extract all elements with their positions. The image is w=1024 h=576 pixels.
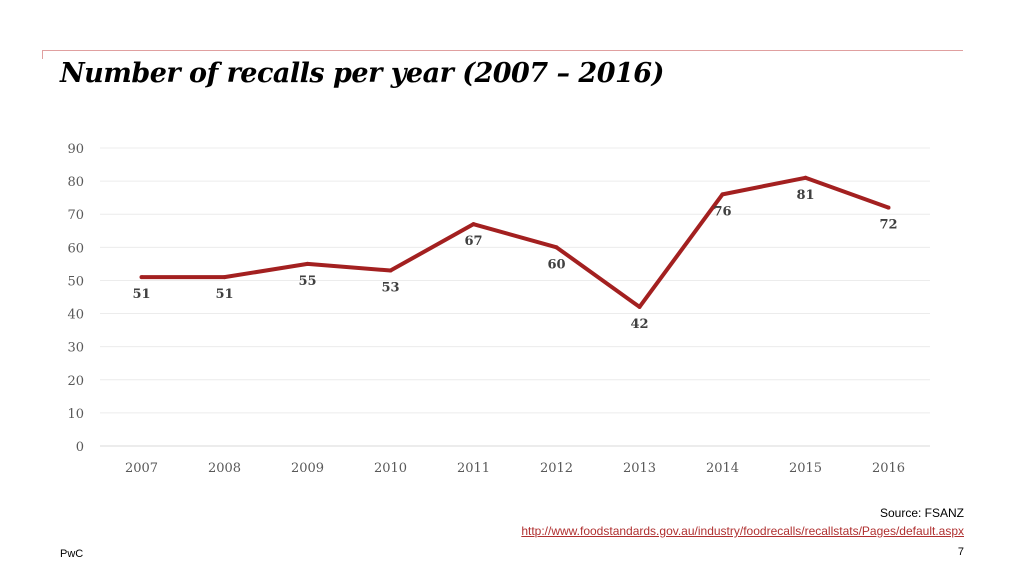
slide-title: Number of recalls per year (2007 – 2016) <box>60 58 664 89</box>
source-link[interactable]: http://www.foodstandards.gov.au/industry… <box>521 524 964 538</box>
x-tick-label: 2008 <box>208 461 241 476</box>
x-tick-label: 2016 <box>872 461 905 476</box>
data-point <box>388 268 393 273</box>
data-point <box>222 275 227 280</box>
data-label: 51 <box>132 287 150 302</box>
data-label: 51 <box>215 287 233 302</box>
data-point <box>471 222 476 227</box>
data-point <box>139 275 144 280</box>
data-label: 55 <box>298 274 316 289</box>
data-label: 53 <box>381 281 399 296</box>
data-point <box>886 205 891 210</box>
data-point <box>720 192 725 197</box>
y-tick-label: 80 <box>67 175 84 190</box>
x-tick-label: 2011 <box>457 461 490 476</box>
x-tick-label: 2012 <box>540 461 573 476</box>
y-tick-label: 30 <box>67 341 84 356</box>
data-label: 76 <box>713 204 731 219</box>
x-tick-label: 2015 <box>789 461 822 476</box>
series-line <box>141 175 890 309</box>
data-label: 60 <box>547 257 565 272</box>
data-point <box>637 304 642 309</box>
brand-label: PwC <box>60 548 84 560</box>
x-tick-label: 2013 <box>623 461 656 476</box>
y-tick-label: 0 <box>76 440 84 455</box>
y-tick-label: 10 <box>67 407 84 422</box>
header-rule-tick <box>42 50 43 59</box>
y-tick-label: 40 <box>67 308 84 323</box>
y-tick-label: 90 <box>67 142 84 157</box>
x-tick-label: 2007 <box>125 461 158 476</box>
data-label: 67 <box>464 234 482 249</box>
x-tick-label: 2014 <box>706 461 739 476</box>
y-tick-label: 50 <box>67 274 84 289</box>
y-tick-label: 60 <box>67 241 84 256</box>
y-tick-label: 20 <box>67 374 84 389</box>
x-tick-label: 2010 <box>374 461 407 476</box>
page-number: 7 <box>957 546 964 558</box>
header-rule <box>42 50 963 51</box>
data-point <box>803 175 808 180</box>
data-point <box>554 245 559 250</box>
source-label: Source: FSANZ <box>879 506 964 520</box>
data-label: 42 <box>630 317 648 332</box>
data-point <box>305 261 310 266</box>
data-label: 72 <box>879 218 897 233</box>
x-tick-label: 2009 <box>291 461 324 476</box>
data-label: 81 <box>796 188 814 203</box>
y-tick-label: 70 <box>67 208 84 223</box>
